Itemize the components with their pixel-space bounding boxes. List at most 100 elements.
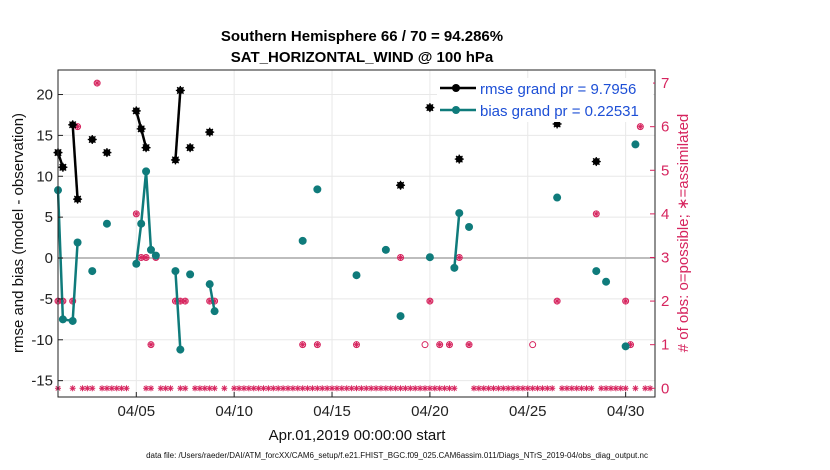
obs-star-stroke bbox=[446, 342, 453, 348]
obs-count-zero-marker bbox=[192, 385, 199, 392]
obs-star-stroke bbox=[623, 298, 629, 304]
rmse-point bbox=[68, 120, 78, 130]
obs-star-stroke bbox=[583, 385, 590, 391]
obs-star-stroke bbox=[221, 385, 227, 391]
x-tick-label: 04/05 bbox=[118, 403, 156, 420]
footnote-datafile: data file: /Users/raeder/DAI/ATM_forcXX/… bbox=[146, 451, 648, 460]
rmse-point bbox=[170, 155, 180, 165]
obs-star-stroke bbox=[471, 385, 477, 391]
legend-bias-label: bias grand pr = 0.22531 bbox=[480, 103, 639, 120]
bias-point bbox=[313, 185, 322, 194]
obs-star-stroke bbox=[574, 385, 580, 391]
obs-assimilated-marker bbox=[353, 341, 360, 348]
y-tick-label: 5 bbox=[45, 209, 53, 226]
obs-star-stroke bbox=[481, 385, 487, 391]
rmse-point-ray bbox=[426, 103, 434, 112]
obs-star-stroke bbox=[231, 385, 237, 391]
x-axis-ticks: 04/05 04/10 04/15 04/20 04/25 04/30 bbox=[118, 392, 644, 420]
obs-count-zero-marker bbox=[69, 385, 76, 392]
bias-point bbox=[602, 277, 611, 286]
obs-star-stroke bbox=[314, 385, 320, 391]
obs-star-stroke bbox=[260, 385, 267, 391]
obs-star-stroke bbox=[133, 211, 139, 217]
obs-assimilated-marker bbox=[466, 341, 473, 348]
bias-point bbox=[151, 251, 160, 260]
obs-star-stroke bbox=[84, 385, 90, 391]
right-y-tick-label: 0 bbox=[661, 380, 669, 397]
obs-star-stroke bbox=[246, 385, 252, 391]
obs-count-zero-marker bbox=[221, 385, 228, 392]
bias-segment-line bbox=[56, 190, 79, 323]
legend-bias-marker bbox=[452, 106, 460, 114]
obs-star-stroke bbox=[603, 385, 609, 391]
obs-star-stroke bbox=[251, 385, 257, 391]
bias-point bbox=[298, 236, 307, 245]
obs-star-stroke bbox=[530, 385, 536, 391]
obs-assimilated-marker bbox=[426, 298, 433, 305]
obs-star-stroke bbox=[579, 385, 585, 391]
obs-assimilated-marker bbox=[622, 298, 629, 305]
y-tick-label: -15 bbox=[31, 373, 53, 390]
right-y-axis-label: # of obs: o=possible; ∗=assimilated bbox=[675, 114, 692, 353]
obs-count-zero-marker bbox=[260, 385, 267, 392]
obs-count-zero-marker bbox=[89, 385, 96, 392]
series-group bbox=[53, 85, 640, 354]
bias-point bbox=[146, 245, 155, 254]
obs-count-zero-marker bbox=[182, 385, 189, 392]
y-axis-label: rmse and bias (model - observation) bbox=[10, 113, 27, 353]
obs-assimilated-marker bbox=[593, 210, 600, 217]
x-tick-label: 04/10 bbox=[215, 403, 253, 420]
obs-star-stroke bbox=[632, 385, 638, 391]
rmse-point bbox=[102, 148, 112, 158]
rmse-point bbox=[454, 154, 464, 164]
obs-assimilated-marker bbox=[436, 341, 443, 348]
obs-count-zero-marker bbox=[108, 385, 115, 392]
bias-point bbox=[102, 219, 111, 228]
obs-star-stroke bbox=[119, 385, 125, 391]
rmse-point-ray bbox=[206, 128, 214, 136]
y-tick-label: -10 bbox=[31, 332, 53, 349]
obs-assimilated-marker bbox=[397, 254, 404, 261]
x-axis-label: Apr.01,2019 00:00:00 start bbox=[269, 427, 447, 444]
rmse-point-ray bbox=[103, 148, 111, 157]
obs-star-stroke bbox=[305, 385, 311, 391]
obs-assimilated-marker bbox=[299, 341, 306, 348]
obs-star-stroke bbox=[368, 385, 374, 391]
obs-star-stroke bbox=[99, 385, 105, 391]
obs-count-zero-marker bbox=[451, 385, 458, 392]
rmse-point-ray bbox=[171, 156, 180, 164]
obs-count-zero-marker bbox=[549, 385, 556, 392]
obs-star-stroke bbox=[407, 385, 413, 391]
rmse-point bbox=[396, 180, 406, 190]
bias-point bbox=[137, 219, 146, 228]
rmse-point bbox=[205, 127, 215, 137]
obs-star-stroke bbox=[94, 80, 100, 86]
obs-count-zero-marker bbox=[426, 385, 433, 392]
obs-count-zero-marker bbox=[500, 385, 507, 392]
obs-star-stroke bbox=[378, 385, 384, 391]
obs-star-stroke bbox=[456, 254, 462, 261]
obs-star-stroke bbox=[549, 385, 555, 391]
obs-star-stroke bbox=[569, 385, 575, 391]
obs-star-stroke bbox=[236, 385, 242, 391]
obs-count-zero-marker bbox=[99, 385, 106, 392]
rmse-point-ray bbox=[69, 121, 77, 129]
obs-star-stroke bbox=[275, 385, 281, 391]
obs-star-stroke bbox=[510, 385, 516, 391]
obs-count-zero-marker bbox=[84, 385, 91, 392]
bias-point bbox=[73, 238, 82, 247]
obs-count-zero-marker bbox=[588, 385, 595, 392]
obs-star-stroke bbox=[397, 385, 404, 391]
obs-assimilated-marker bbox=[456, 254, 463, 261]
rmse-point bbox=[73, 194, 83, 204]
obs-star-stroke bbox=[476, 385, 482, 391]
legend: rmse grand pr = 9.7956 bias grand pr = 0… bbox=[437, 78, 653, 122]
rmse-point-ray bbox=[137, 125, 145, 133]
x-tick-label: 04/25 bbox=[509, 403, 547, 420]
bias-point bbox=[396, 312, 405, 321]
chart-subtitle: SAT_HORIZONTAL_WIND @ 100 hPa bbox=[231, 49, 494, 66]
obs-star-stroke bbox=[535, 385, 541, 391]
bias-segment-line bbox=[174, 271, 182, 350]
y-axis-ticks: -15 -10 -5 0 5 10 15 20 bbox=[31, 87, 63, 390]
rmse-point bbox=[591, 157, 601, 167]
